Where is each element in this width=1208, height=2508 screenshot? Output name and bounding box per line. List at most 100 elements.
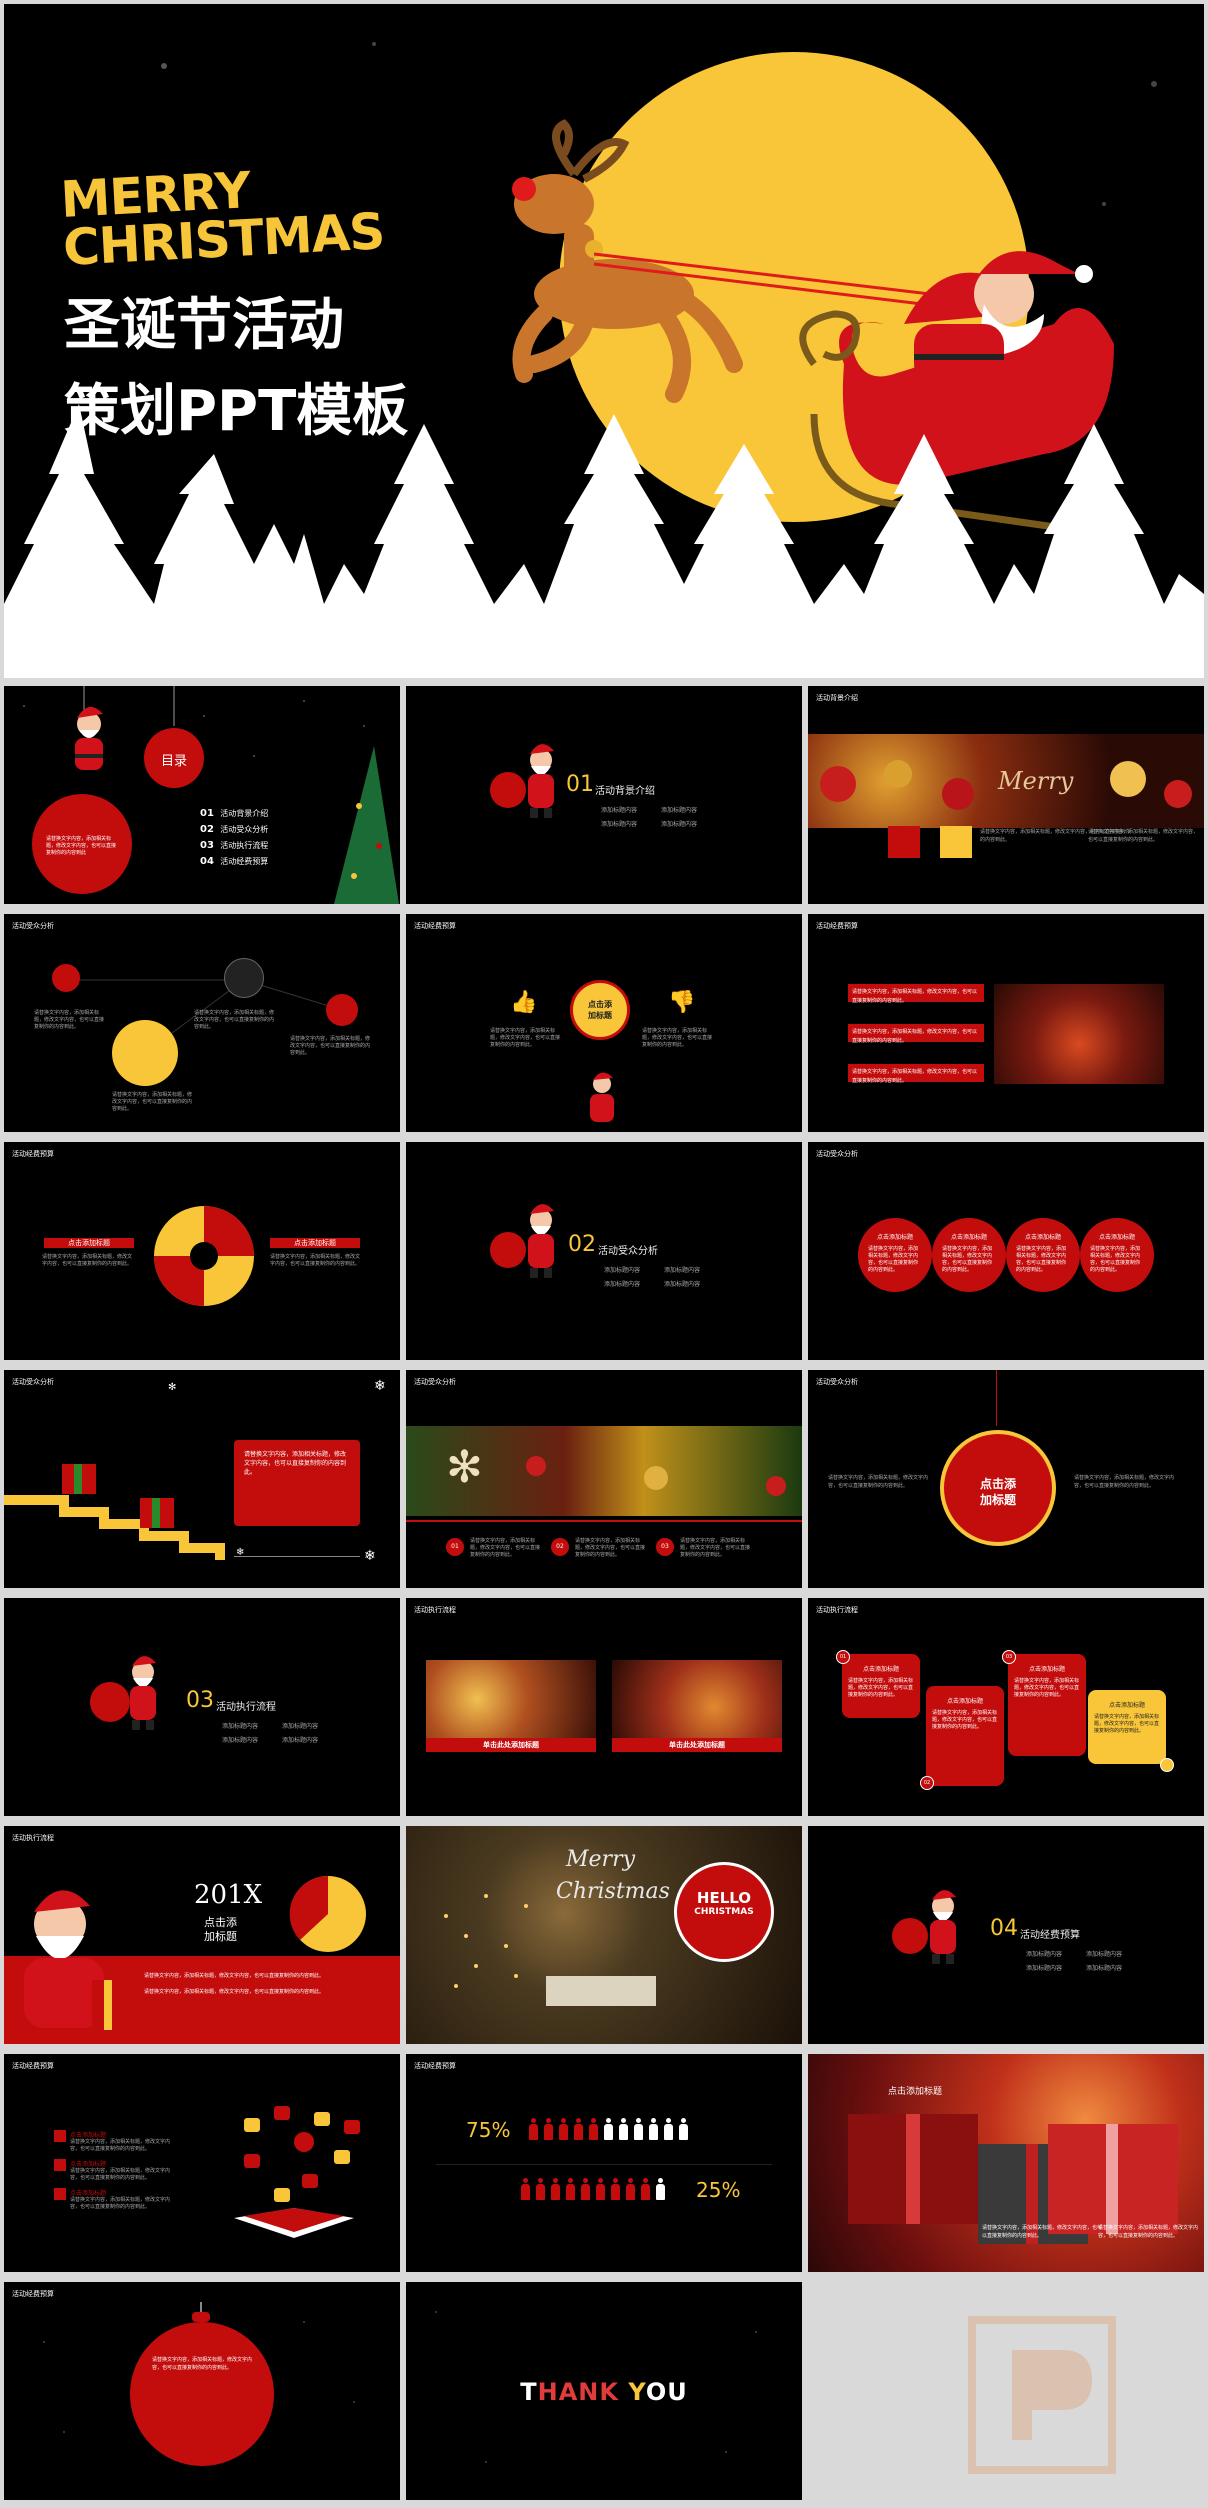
percent-a: 75% xyxy=(466,2118,511,2142)
slide-audience-banner[interactable]: 活动受众分析 ✻ 01 02 03 请替换文字内容，添加相关标题，修改文字内容，… xyxy=(406,1370,802,1588)
svg-text:❄: ❄ xyxy=(374,1378,386,1394)
slide-section-02[interactable]: 02 活动受众分析 添加标题内容 添加标题内容 添加标题内容 添加标题内容 xyxy=(406,1142,802,1360)
slide-audience-circles[interactable]: 活动受众分析 点击添加标题 请替换文字内容，添加相关标题，修改文字内容，也可以直接… xyxy=(808,1142,1204,1360)
year-label: 201X xyxy=(194,1880,263,1910)
hero-slide[interactable]: MERRY CHRISTMAS 圣诞节活动 策划PPT模板 xyxy=(4,4,1204,678)
thank-you-text: THANK YOU xyxy=(520,2378,688,2406)
slide-label: 活动经费预算 xyxy=(12,2062,54,2070)
santa-icon xyxy=(528,1204,554,1278)
candy-cane-icon xyxy=(52,964,80,992)
section-title: 活动经费预算 xyxy=(1020,1930,1080,1941)
section-title: 活动背景介绍 xyxy=(595,786,655,797)
slide-thank-you[interactable]: THANK YOU xyxy=(406,2282,802,2500)
slide-process-chart[interactable]: 活动执行流程 201X 点击添 加标题 请替换文字内容，添加相关标题，修改文字内… xyxy=(4,1826,400,2044)
toc-item[interactable]: 02 活动受众分析 xyxy=(200,824,269,835)
reindeer xyxy=(512,119,743,403)
slide-label: 活动执行流程 xyxy=(414,1606,456,1614)
like-icon-box xyxy=(888,826,920,858)
photo-1 xyxy=(426,1660,596,1738)
santa xyxy=(904,251,1093,384)
toc-item[interactable]: 03 活动执行流程 xyxy=(200,840,269,851)
slide-label: 活动经费预算 xyxy=(12,1150,54,1158)
santa-icon xyxy=(130,1656,156,1730)
toc-item[interactable]: 04 活动经费预算 xyxy=(200,856,269,867)
santa-icon xyxy=(590,1072,614,1122)
percent-b: 25% xyxy=(696,2178,741,2202)
slide-section-01[interactable]: 01 活动背景介绍 添加标题内容 添加标题内容 添加标题内容 添加标题内容 xyxy=(406,686,802,904)
ornament-photo: Merry xyxy=(808,734,1204,828)
slide-label: 活动受众分析 xyxy=(816,1378,858,1386)
slide-hello-christmas[interactable]: Merry Christmas HELLO CHRISTMAS xyxy=(406,1826,802,2044)
slide-budget-wheel[interactable]: 活动经费预算 点击添加标题 点击添加标题 请替换文字内容，添加相关标题，修改文字… xyxy=(4,1142,400,1360)
slide-label: 活动执行流程 xyxy=(816,1606,858,1614)
slide-label: 活动经费预算 xyxy=(414,922,456,930)
ornament-circle[interactable]: 点击添 加标题 xyxy=(940,1430,1056,1546)
slide-label: 活动受众分析 xyxy=(816,1150,858,1158)
santa-figure xyxy=(24,1890,132,2030)
toc-heading-circle: 目录 xyxy=(144,728,204,788)
gifts-photo xyxy=(994,984,1164,1084)
icon-cluster xyxy=(234,2106,360,2238)
svg-text:❄: ❄ xyxy=(364,1548,376,1564)
slide-budget-thumbs[interactable]: 活动经费预算 点击添 加标题 👍 👎 请替换文字内容，添加相关标题，修改文字内容… xyxy=(406,914,802,1132)
slide-label: 活动受众分析 xyxy=(414,1378,456,1386)
slide-budget-icons[interactable]: 活动经费预算 点击添加标题 请替换文字内容，添加相关标题，修改文字内容，也可以直接… xyxy=(4,2054,400,2272)
slide-label: 活动受众分析 xyxy=(12,1378,54,1386)
slide-audience-ornament[interactable]: 活动受众分析 点击添 加标题 请替换文字内容，添加相关标题，修改文字内容，也可以… xyxy=(808,1370,1204,1588)
firecracker-icon xyxy=(326,994,358,1026)
tag-icon-box xyxy=(940,826,972,858)
slide-budget-people[interactable]: 活动经费预算 75% 25% xyxy=(406,2054,802,2272)
hello-badge[interactable]: HELLO CHRISTMAS xyxy=(674,1862,774,1962)
santa-icon xyxy=(930,1890,956,1964)
toc-heading: 目录 xyxy=(160,754,187,769)
svg-text:✻: ✻ xyxy=(446,1442,483,1493)
section-number: 01 xyxy=(566,772,594,797)
slide-process-photos[interactable]: 活动执行流程 单击此处添加标题 单击此处添加标题 xyxy=(406,1598,802,1816)
gift-photo xyxy=(808,2054,1204,2272)
section-title: 活动受众分析 xyxy=(598,1246,658,1257)
watermark-logo xyxy=(942,2300,1142,2490)
sleigh xyxy=(799,308,1114,538)
toc-list: 01 活动背景介绍 02 活动受众分析 03 活动执行流程 04 活动经费预算 xyxy=(200,808,268,867)
ornament-ball[interactable]: 请替换文字内容，添加相关标题，修改文字内容，也可以直接复制你的内容到此。 xyxy=(130,2322,274,2466)
photo-2 xyxy=(612,1660,782,1738)
slide-process-blocks[interactable]: 活动执行流程 点击添加标题 请替换文字内容，添加相关标题，修改文字内容，也可以直接… xyxy=(808,1598,1204,1816)
toc-item[interactable]: 01 活动背景介绍 xyxy=(200,808,269,819)
slide-section-03[interactable]: 03 活动执行流程 添加标题内容 添加标题内容 添加标题内容 添加标题内容 xyxy=(4,1598,400,1816)
slide-budget-bars[interactable]: 活动经费预算 请替换文字内容，添加相关标题，修改文字内容，也可以直接复制你的内容… xyxy=(808,914,1204,1132)
santa-icon xyxy=(528,744,554,818)
svg-text:Christmas: Christmas xyxy=(556,1879,670,1904)
slide-budget-ornament[interactable]: 活动经费预算 请替换文字内容，添加相关标题，修改文字内容，也可以直接复制你的内容… xyxy=(4,2282,400,2500)
merry-christmas-logo: MERRY CHRISTMAS xyxy=(59,161,386,277)
click-title-circle[interactable]: 点击添 加标题 xyxy=(570,980,630,1040)
svg-text:Merry: Merry xyxy=(565,1847,636,1872)
slide-label: 活动执行流程 xyxy=(12,1834,54,1842)
thumbs-up-icon: 👍 xyxy=(510,990,538,1015)
section-title: 活动执行流程 xyxy=(216,1702,276,1713)
slide-section-04[interactable]: 04 活动经费预算 添加标题内容 添加标题内容 添加标题内容 添加标题内容 xyxy=(808,1826,1204,2044)
slide-toc[interactable]: 目录 请替换文字内容，添加相关标题，修改文字内容，也可以直接复制你的内容到此 0… xyxy=(4,686,400,904)
svg-text:❄: ❄ xyxy=(236,1547,244,1558)
hero-title-line2: 策划PPT模板 xyxy=(64,379,409,444)
slide-label: 活动背景介绍 xyxy=(816,694,858,702)
slide-bg-intro[interactable]: 活动背景介绍 Merry 请替换文字内容，添加相关标题，修改文字内容，也可以直接… xyxy=(808,686,1204,904)
pie-chart xyxy=(289,1875,366,1952)
section-number: 02 xyxy=(568,1232,596,1257)
people-row-a xyxy=(528,2118,693,2144)
svg-text:Merry: Merry xyxy=(997,767,1074,795)
slide-gifts-photo[interactable]: 点击添加标题 请替换文字内容，添加相关标题，修改文字内容，也可以直接复制你的内容… xyxy=(808,2054,1204,2272)
slide-label: 活动经费预算 xyxy=(816,922,858,930)
people-row-b xyxy=(520,2178,670,2204)
slide-audience-stairs[interactable]: 活动受众分析 ✻ ❄ ❄ ❄ 请替换文字内容，添加相关标题，修改文字内容，也可以直接复… xyxy=(4,1370,400,1588)
toc-text-circle: 请替换文字内容，添加相关标题，修改文字内容，也可以直接复制你的内容到此 xyxy=(32,794,132,894)
photo-title: 点击添加标题 xyxy=(888,2087,943,2097)
hero-title-line1: 圣诞节活动 xyxy=(64,293,344,358)
budget-wheel xyxy=(154,1206,254,1306)
slide-label: 活动受众分析 xyxy=(12,922,54,930)
decor-photo: ✻ xyxy=(406,1426,802,1516)
snowman-icon xyxy=(224,958,264,998)
slide-audience-icons[interactable]: 活动受众分析 请替换文字内容，添加相关标题，修改文字内容，也可以直接复制你的内容… xyxy=(4,914,400,1132)
svg-text:✻: ✻ xyxy=(168,1382,176,1393)
slide-label: 活动经费预算 xyxy=(414,2062,456,2070)
